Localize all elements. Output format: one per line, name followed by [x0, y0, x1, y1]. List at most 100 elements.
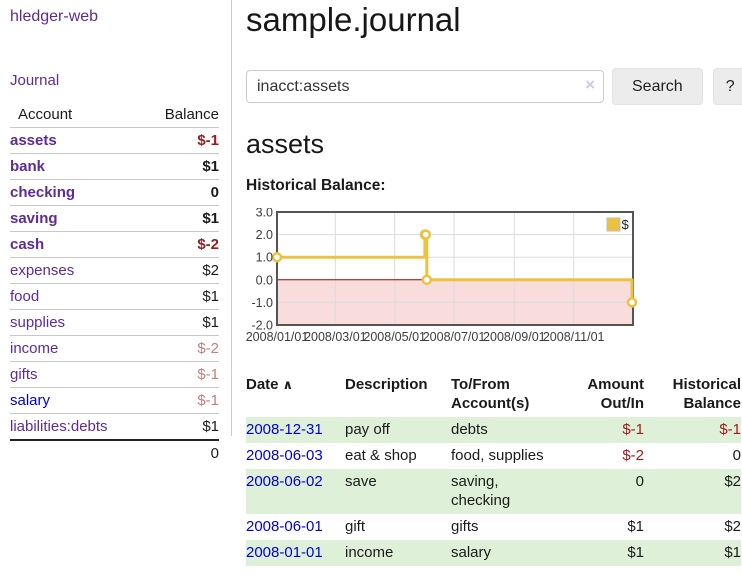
- register-row: 2008-12-31 pay off debts $-1 $-1: [246, 417, 741, 443]
- account-row: income $-2: [10, 335, 219, 362]
- register-header-accounts: To/From Account(s): [451, 376, 530, 412]
- register-description-cell: income: [345, 544, 394, 561]
- transaction-date-link[interactable]: 2008-06-01: [246, 518, 323, 535]
- sidebar: hledger-web Journal Account Balance asse…: [0, 0, 232, 462]
- register-date-cell: 2008-06-02: [246, 469, 345, 514]
- register-date-cell: 2008-12-31: [246, 417, 345, 443]
- register-date-cell: 2008-06-01: [246, 514, 345, 540]
- account-link[interactable]: gifts: [10, 366, 38, 383]
- account-link[interactable]: saving: [10, 210, 58, 227]
- register-accounts-cell: saving, checking: [451, 473, 511, 509]
- accounts-total-value: 0: [210, 445, 219, 462]
- account-link[interactable]: food: [10, 288, 40, 305]
- clear-search-icon[interactable]: ×: [585, 75, 595, 94]
- chart-title: Historical Balance:: [246, 177, 386, 194]
- account-link[interactable]: assets: [10, 132, 57, 149]
- y-tick-label: -1.0: [251, 296, 273, 310]
- account-balance: 0: [160, 179, 219, 206]
- account-balance: $-1: [160, 387, 219, 414]
- account-balance: $1: [160, 205, 219, 232]
- register-header-date[interactable]: Date ∧: [246, 376, 294, 393]
- register-description-cell: gift: [345, 518, 366, 535]
- account-link[interactable]: supplies: [10, 314, 66, 331]
- register-accounts-cell: food, supplies: [451, 447, 544, 464]
- register-description-cell: pay off: [345, 421, 390, 438]
- account-row: liabilities:debts $1: [10, 413, 219, 441]
- transaction-date-link[interactable]: 2008-01-01: [246, 544, 323, 561]
- account-balance: $-1: [160, 127, 219, 154]
- register-header-balance: Historical Balance: [672, 376, 741, 412]
- accounts-balance-table: Account Balance assets $-1 bank $1 checking 0…: [10, 103, 219, 466]
- chart-container: $3.0 2.0 1.0 0.0 -1.0 -2.0 2008/01/01 2008/03/0…: [246, 206, 742, 353]
- register-balance-cell: $2: [724, 518, 741, 535]
- register-accounts-cell: debts: [451, 421, 488, 438]
- account-row: saving $1: [10, 205, 219, 232]
- x-tick-label: 2008/09/01: [483, 330, 546, 344]
- y-tick-label: 2.0: [256, 228, 273, 242]
- account-link[interactable]: liabilities:debts: [10, 418, 108, 435]
- search-form: × Search ?: [246, 68, 742, 105]
- transaction-date-link[interactable]: 2008-06-02: [246, 473, 323, 490]
- register-row: 2008-01-01 income salary $1 $1: [246, 540, 741, 566]
- data-point-marker: [626, 297, 638, 308]
- account-row: food $1: [10, 283, 219, 310]
- account-row: bank $1: [10, 153, 219, 180]
- account-balance: $1: [160, 283, 219, 310]
- register-date-cell: 2008-01-01: [246, 540, 345, 566]
- data-point-marker: [421, 274, 433, 286]
- sidebar-item-journal[interactable]: Journal: [10, 72, 60, 89]
- register-amount-cell: $1: [627, 544, 644, 561]
- register-row: 2008-06-03 eat & shop food, supplies $-2 0: [246, 443, 741, 469]
- register-header-description: Description: [345, 376, 428, 393]
- y-tick-label: 3.0: [256, 208, 273, 220]
- account-balance: $2: [160, 257, 219, 284]
- register-date-cell: 2008-06-03: [246, 443, 345, 469]
- account-balance: $-2: [160, 335, 219, 362]
- account-row: gifts $-1: [10, 361, 219, 388]
- register-row: 2008-06-02 save saving, checking 0 $2: [246, 469, 741, 514]
- main-content: sample.journal × Search ? assets Histori…: [246, 0, 742, 566]
- search-button[interactable]: Search: [612, 68, 703, 105]
- account-row: assets $-1: [10, 127, 219, 154]
- help-button[interactable]: ?: [712, 68, 742, 105]
- account-row: supplies $1: [10, 309, 219, 336]
- register-accounts-cell: salary: [451, 544, 492, 561]
- sort-ascending-icon: ∧: [282, 377, 294, 392]
- account-link[interactable]: cash: [10, 236, 45, 253]
- legend-swatch: [606, 217, 621, 232]
- account-heading: assets: [246, 129, 325, 159]
- x-tick-label: 2008/07/01: [423, 330, 486, 344]
- register-balance-cell: 0: [732, 447, 741, 464]
- register-accounts-cell: gifts: [451, 518, 479, 535]
- account-balance: $-2: [160, 231, 219, 258]
- account-balance: $1: [160, 413, 219, 441]
- x-tick-label: 2008/05/01: [363, 330, 426, 344]
- account-row: expenses $2: [10, 257, 219, 284]
- register-header-amount: Amount Out/In: [587, 376, 644, 412]
- account-balance: $1: [160, 309, 219, 336]
- x-tick-label: 2008/01/01: [246, 330, 308, 344]
- search-input[interactable]: [246, 70, 604, 103]
- account-row: salary $-1: [10, 387, 219, 414]
- account-link[interactable]: expenses: [10, 262, 75, 279]
- account-balance: $1: [160, 153, 219, 180]
- transaction-date-link[interactable]: 2008-06-03: [246, 447, 323, 464]
- y-tick-label: 1.0: [256, 251, 273, 265]
- account-link[interactable]: bank: [10, 158, 46, 175]
- register-amount-cell: 0: [635, 473, 644, 490]
- accounts-header-balance: Balance: [160, 103, 219, 128]
- historical-balance-chart: $3.0 2.0 1.0 0.0 -1.0 -2.02008/01/012008/03/0…: [246, 206, 638, 344]
- x-tick-label: 2008/03/01: [304, 330, 367, 344]
- legend-label: $: [622, 217, 630, 232]
- account-link[interactable]: income: [10, 340, 59, 357]
- register-balance-cell: $2: [724, 473, 741, 490]
- register-amount-cell: $1: [627, 518, 644, 535]
- transaction-date-link[interactable]: 2008-12-31: [246, 421, 323, 438]
- account-link[interactable]: checking: [10, 184, 76, 201]
- app-brand-link[interactable]: hledger-web: [10, 8, 99, 25]
- account-link[interactable]: salary: [10, 392, 51, 409]
- accounts-header-account: Account: [10, 103, 160, 128]
- register-amount-cell: $-2: [622, 447, 644, 464]
- plot-border: [276, 211, 634, 326]
- register-row: 2008-06-01 gift gifts $1 $2: [246, 514, 741, 540]
